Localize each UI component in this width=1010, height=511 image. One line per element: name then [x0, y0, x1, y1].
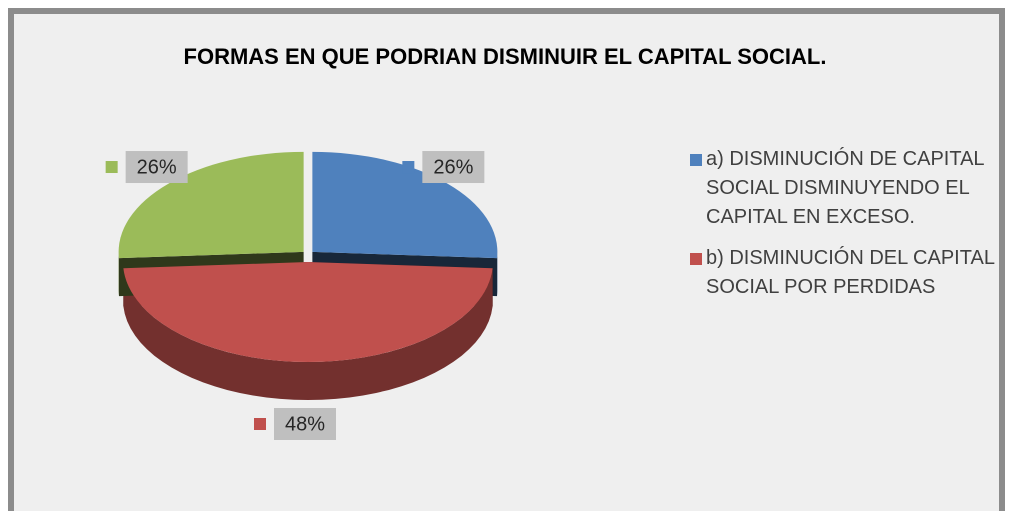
- pie-slice: [312, 151, 498, 259]
- legend-entry: a) DISMINUCIÓN DE CAPITAL SOCIAL DISMINU…: [690, 145, 1010, 232]
- data-label-marker: [254, 418, 266, 430]
- slice-side: [123, 268, 493, 400]
- legend-label: b) DISMINUCIÓN DEL CAPITAL SOCIAL POR PE…: [706, 247, 995, 298]
- chart-title: FORMAS EN QUE PODRIAN DISMINUIR EL CAPIT…: [184, 44, 827, 69]
- data-label: 48%: [285, 413, 325, 435]
- data-label-marker: [105, 161, 118, 174]
- pie-slice: [118, 151, 304, 259]
- legend-label: a) DISMINUCIÓN DE CAPITAL SOCIAL DISMINU…: [706, 148, 984, 228]
- data-label-box: [274, 408, 336, 440]
- legend-swatch: [690, 154, 702, 166]
- pie-slice: [123, 262, 493, 362]
- data-label: 26%: [137, 156, 177, 178]
- legend-swatch: [690, 253, 702, 265]
- legend-entry: b) DISMINUCIÓN DEL CAPITAL SOCIAL POR PE…: [690, 244, 1010, 302]
- data-label-box: [125, 151, 188, 184]
- data-label-marker: [402, 161, 415, 174]
- data-label-box: [422, 151, 485, 184]
- data-label: 26%: [433, 156, 473, 178]
